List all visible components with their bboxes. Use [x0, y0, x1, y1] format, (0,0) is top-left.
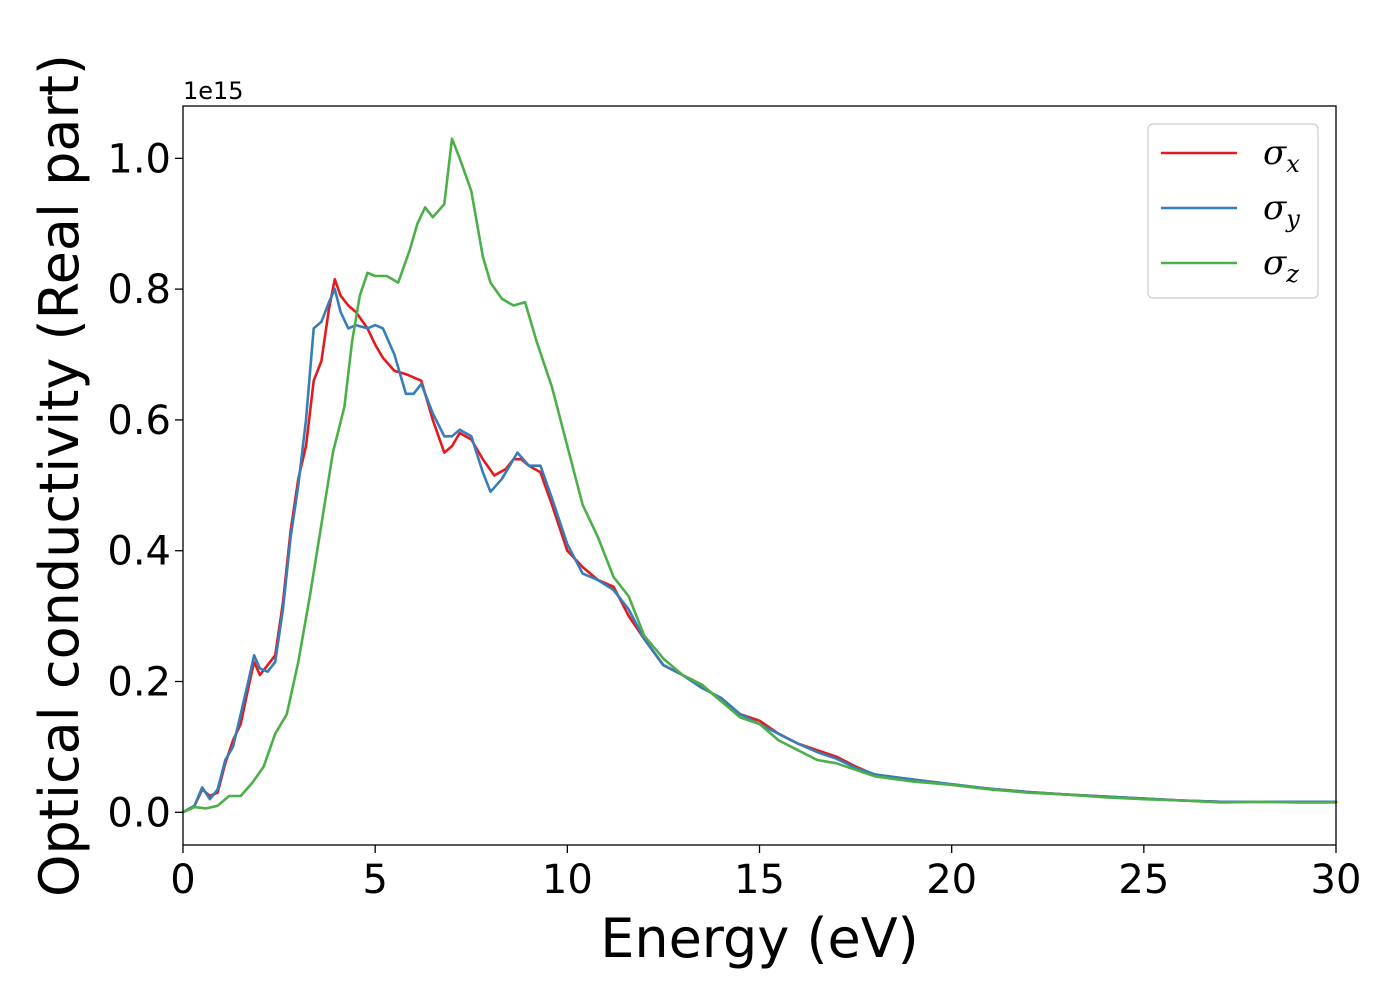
x-tick-label: 20: [926, 857, 977, 903]
legend-box: [1147, 123, 1319, 299]
x-tick-label: 25: [1118, 857, 1169, 903]
y-tick-label: 0.2: [107, 660, 171, 706]
series-line-y: [181, 287, 1338, 814]
y-tick-label: 1.0: [107, 136, 171, 182]
series-layer: [181, 137, 1338, 814]
legend-label-subscript: x: [1286, 150, 1300, 178]
series-line-z: [181, 137, 1338, 814]
x-axis-label: Energy (eV): [600, 907, 919, 970]
legend-label: σx: [1263, 133, 1300, 178]
legend-entry-y: σy: [1161, 188, 1300, 233]
x-tick-label: 15: [734, 857, 785, 903]
x-tick-label: 10: [542, 857, 593, 903]
legend-label: σz: [1263, 243, 1299, 288]
y-offset-label: 1e15: [183, 77, 244, 105]
y-tick-label: 0.0: [107, 790, 171, 836]
y-tick-label: 0.8: [107, 267, 171, 313]
y-axis-label: Optical conductivity (Real part): [28, 54, 91, 897]
y-ticks: 0.0 0.2 0.4 0.6 0.8 1.0: [107, 136, 183, 836]
legend-label-symbol: σ: [1263, 133, 1287, 173]
legend-label: σy: [1263, 188, 1300, 233]
legend-label-symbol: σ: [1263, 243, 1287, 283]
y-tick-label: 0.4: [107, 529, 171, 575]
x-tick-label: 0: [170, 857, 195, 903]
legend-entry-x: σx: [1161, 133, 1300, 178]
x-tick-label: 5: [362, 857, 387, 903]
legend-label-subscript: y: [1285, 205, 1300, 233]
legend-entry-z: σz: [1161, 243, 1299, 288]
x-ticks: 0 5 10 15 20 25 30: [170, 845, 1361, 903]
y-tick-label: 0.6: [107, 398, 171, 444]
series-line-x: [181, 278, 1338, 814]
legend-label-subscript: z: [1285, 260, 1299, 288]
legend-label-symbol: σ: [1263, 188, 1287, 228]
x-tick-label: 30: [1311, 857, 1362, 903]
